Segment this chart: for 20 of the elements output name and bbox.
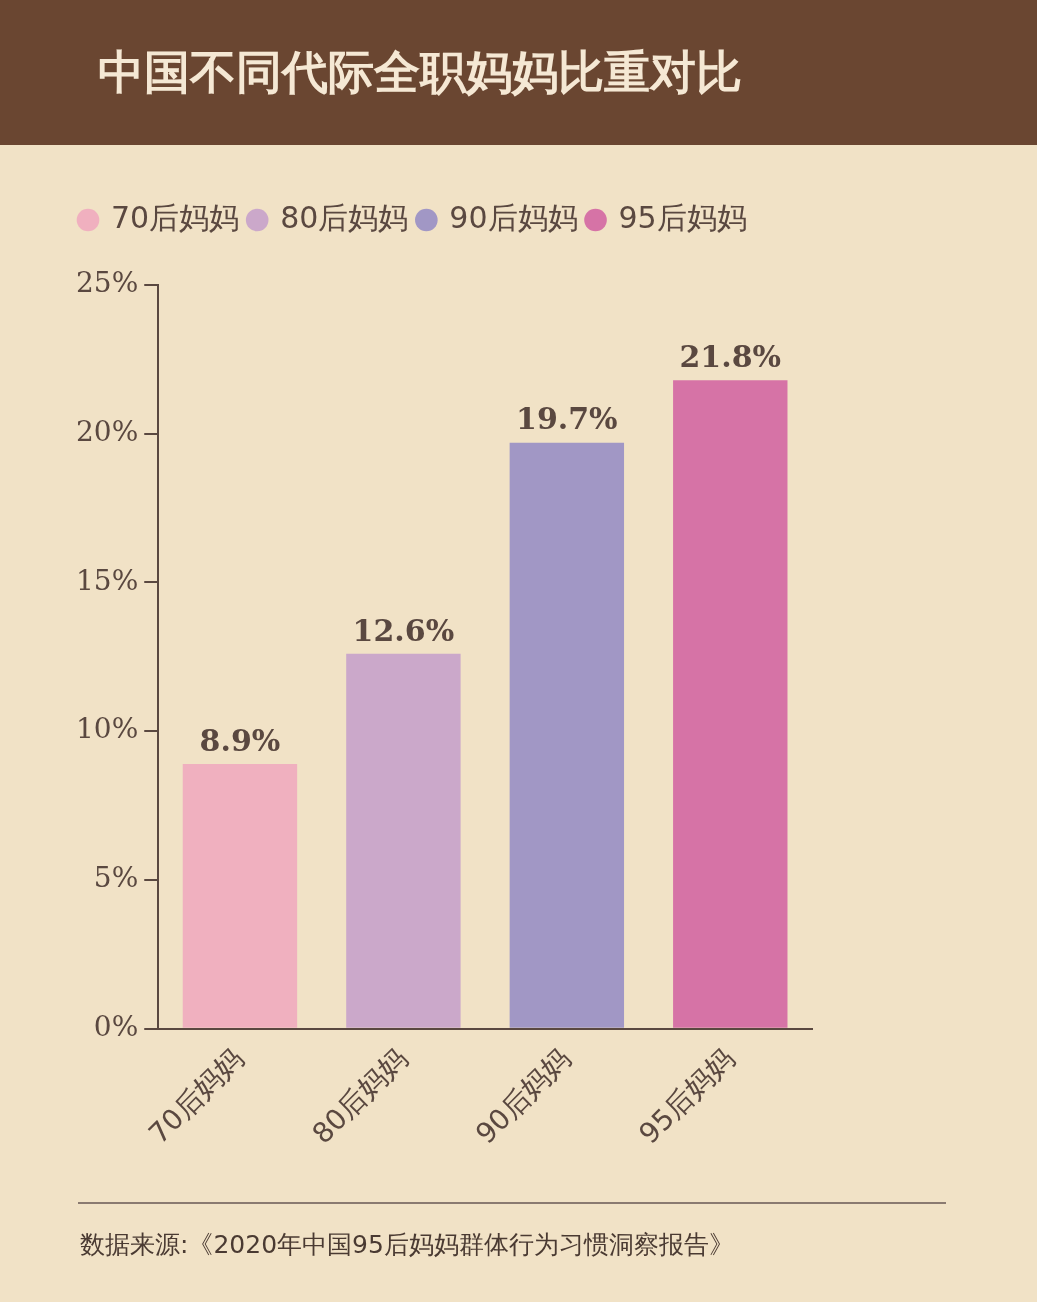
legend-label: 95后妈妈 (618, 199, 747, 235)
data-label: 12.6% (352, 612, 455, 648)
y-tick-label: 15% (76, 563, 139, 597)
data-label: 19.7% (516, 401, 618, 437)
y-tick-label: 10% (76, 712, 139, 746)
data-label: 8.9% (199, 722, 281, 758)
x-tick-label: 70后妈妈 (142, 1042, 251, 1151)
source-note: 数据来源:《2020年中国95后妈妈群体行为习惯洞察报告》 (80, 1229, 734, 1261)
x-tick-label: 80后妈妈 (305, 1042, 414, 1151)
y-tick-label: 5% (93, 861, 139, 895)
chart-title: 中国不同代际全职妈妈比重对比 (0, 0, 1037, 145)
x-tick-label: 90后妈妈 (469, 1042, 577, 1151)
data-label: 21.8% (679, 338, 782, 374)
y-tick-label: 25% (76, 266, 139, 300)
x-tick-label: 95后妈妈 (632, 1042, 741, 1151)
y-tick-label: 20% (76, 415, 139, 449)
legend-label: 80后妈妈 (280, 199, 409, 235)
y-tick-label: 0% (93, 1009, 139, 1043)
legend-label: 90后妈妈 (449, 199, 578, 235)
legend-label: 70后妈妈 (111, 199, 240, 235)
